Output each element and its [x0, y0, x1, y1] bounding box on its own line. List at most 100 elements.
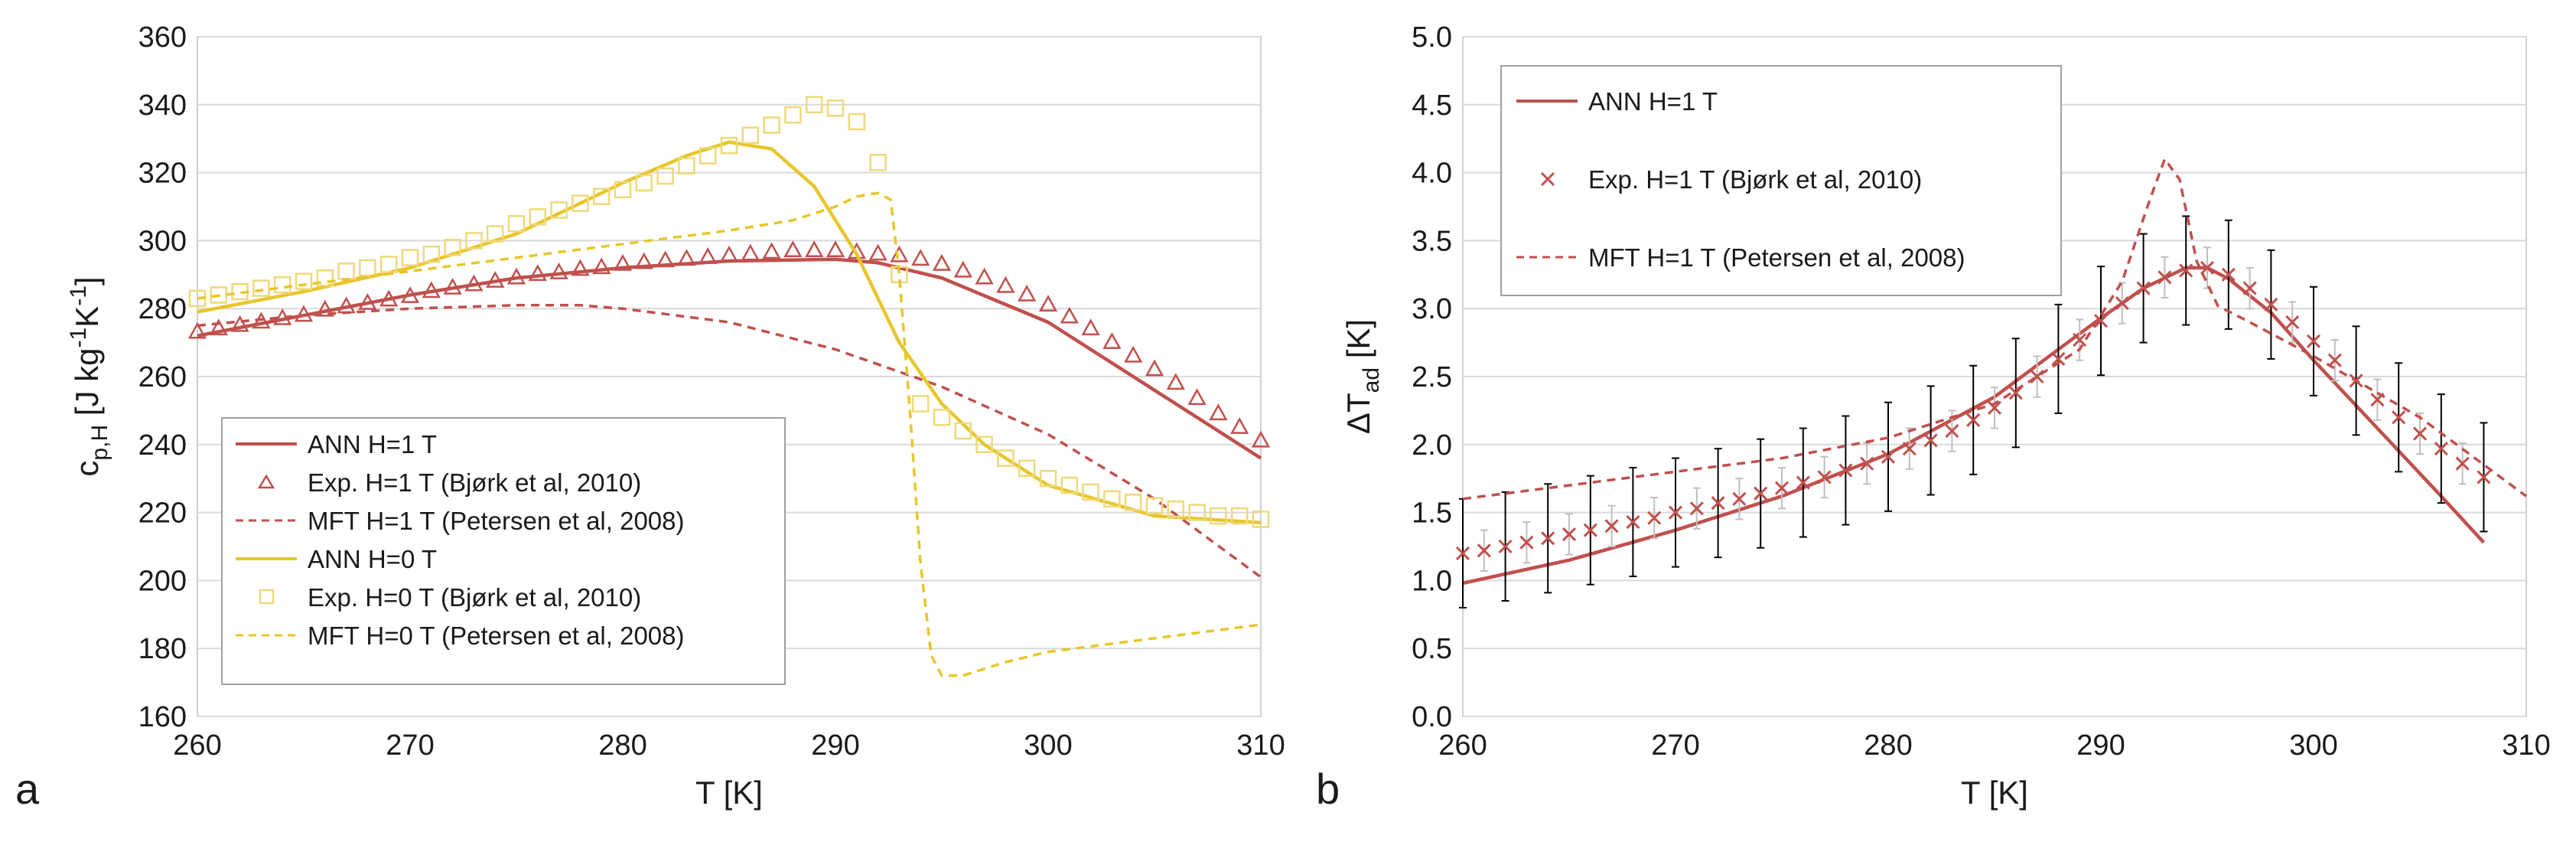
y-tick-label: 3.0 [1412, 293, 1452, 325]
legend-label: ANN H=1 T [1588, 87, 1718, 116]
data-point [1647, 511, 1662, 525]
legend-item: Exp. H=1 T (Bjørk et al, 2010) [257, 468, 641, 497]
data-point [741, 243, 760, 261]
y-tick-label: 360 [138, 21, 187, 54]
legend-label: Exp. H=0 T (Bjørk et al, 2010) [308, 583, 641, 612]
y-tick-label: 200 [138, 565, 187, 597]
y-tick-label: 260 [138, 361, 187, 393]
x-tick-label: 280 [598, 729, 646, 762]
x-ticks-b: 260 270 280 290 300 310 [1438, 729, 2550, 762]
data-point [1230, 417, 1249, 434]
data-point [1145, 497, 1164, 514]
legend-label: Exp. H=1 T (Bjørk et al, 2010) [308, 468, 641, 497]
data-point [2477, 470, 2491, 484]
data-point [572, 194, 589, 212]
data-point [316, 269, 334, 287]
data-point [2158, 270, 2172, 285]
series-line [197, 304, 1262, 579]
data-point [975, 267, 994, 285]
x-tick-label: 300 [1024, 729, 1072, 762]
data-point [209, 318, 228, 336]
data-point [911, 249, 930, 266]
data-point [1754, 486, 1768, 501]
series-a [187, 96, 1271, 677]
series-line [197, 140, 1262, 525]
data-point [635, 174, 653, 192]
data-point [1082, 483, 1099, 501]
data-point [699, 147, 717, 165]
data-point [911, 395, 930, 413]
data-point [1732, 491, 1747, 506]
data-point [443, 277, 462, 295]
data-point [1252, 511, 1270, 528]
data-point [1817, 470, 1832, 484]
y-axis-label-b: ΔTad [K] [1340, 319, 1384, 434]
y-tick-label: 160 [138, 701, 187, 733]
data-point [741, 126, 760, 145]
data-point [401, 249, 419, 266]
panel-b: 0.0 0.5 1.0 1.5 2.0 2.5 3.0 3.5 4.0 4.5 5.0 260 270… [1316, 21, 2551, 813]
data-point [699, 247, 718, 264]
legend-swatch [257, 474, 275, 489]
data-point [2327, 353, 2342, 367]
data-point [719, 245, 739, 263]
legend-swatch [259, 589, 275, 605]
data-point [869, 154, 887, 171]
data-point [1774, 481, 1790, 495]
y-tick-label: 5.0 [1412, 21, 1452, 54]
data-point [613, 253, 633, 271]
y-tick-label: 280 [138, 293, 187, 325]
data-point [252, 279, 270, 297]
y-tick-label: 4.5 [1412, 90, 1452, 122]
legend-box-b [1500, 65, 2062, 296]
y-tick-label: 3.5 [1412, 225, 1452, 257]
data-point [1796, 475, 1810, 490]
data-point [805, 96, 823, 114]
data-point [1038, 295, 1058, 312]
legend-item: MFT H=1 T (Petersen et al, 2008) [1516, 243, 1965, 272]
data-point [1987, 400, 2002, 415]
data-point [506, 267, 526, 285]
data-point [379, 256, 398, 273]
data-point [996, 276, 1015, 293]
x-axis-label-b: T [K] [1961, 775, 2028, 811]
legend-label: Exp. H=1 T (Bjørk et al, 2010) [1588, 165, 1922, 194]
data-point [1923, 433, 1938, 448]
y-ticks-a: 160 180 200 220 240 260 280 300 320 340 360 [138, 21, 187, 733]
x-tick-label: 260 [173, 729, 221, 762]
data-point [1081, 318, 1100, 336]
data-point [550, 201, 568, 219]
y-tick-label: 180 [138, 633, 187, 665]
data-point [1251, 430, 1271, 448]
y-tick-label: 4.0 [1412, 158, 1452, 190]
y-tick-label: 320 [138, 158, 187, 190]
legend-item: Exp. H=0 T (Bjørk et al, 2010) [259, 583, 641, 612]
data-point [868, 243, 887, 261]
data-point [1018, 284, 1037, 302]
legend-item: ANN H=1 T [236, 430, 437, 458]
data-point [1060, 476, 1079, 494]
data-point [422, 281, 441, 299]
x-tick-label: 290 [2076, 729, 2125, 762]
y-tick-label: 0.5 [1412, 633, 1452, 665]
series-triangle [187, 240, 1271, 448]
data-point [1103, 490, 1121, 508]
data-point [1124, 494, 1142, 511]
data-point [1166, 373, 1185, 390]
y-axis-label-a: cp,H [J kg-1K-1] [66, 276, 112, 476]
data-point [2392, 410, 2406, 425]
data-point [2285, 315, 2300, 330]
data-point [2073, 332, 2087, 347]
data-point [1711, 496, 1725, 511]
data-point [592, 188, 611, 205]
x-axis-label-a: T [K] [695, 775, 763, 811]
data-point [954, 422, 972, 440]
data-point [1230, 507, 1249, 525]
legend-label: ANN H=0 T [308, 545, 437, 573]
data-point [2221, 267, 2236, 282]
data-point [932, 253, 952, 271]
x-tick-label: 310 [1236, 729, 1285, 762]
data-point [315, 299, 334, 317]
y-tick-label: 340 [138, 90, 187, 122]
data-point [528, 264, 547, 282]
